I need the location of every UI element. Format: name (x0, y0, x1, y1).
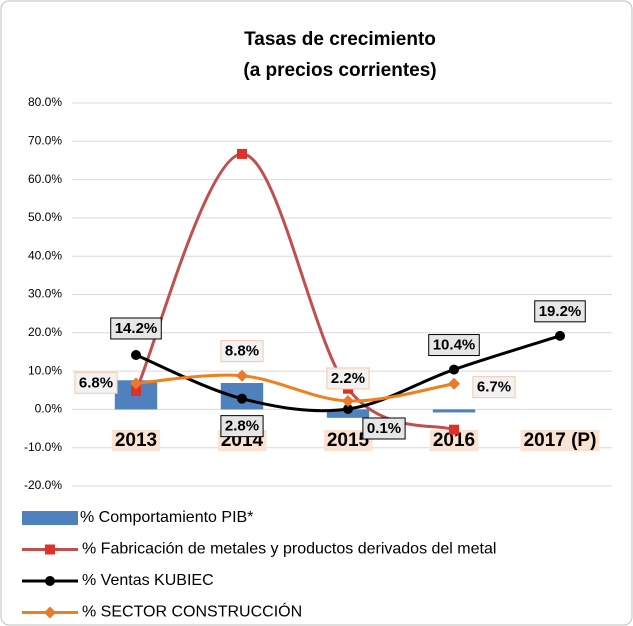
x-tick-label: 2013 (115, 430, 157, 451)
data-label: 10.4% (433, 337, 476, 354)
data-label: 0.1% (367, 420, 401, 437)
marker (44, 606, 56, 619)
legend-label: % Ventas KUBIEC (82, 572, 214, 589)
legend-label: % Comportamiento PIB* (80, 509, 253, 526)
category-label-box (520, 430, 600, 452)
data-label-box (362, 417, 406, 440)
marker (130, 377, 142, 390)
x-tick-label: 2017 (P) (524, 430, 597, 451)
bar (432, 409, 476, 413)
marker (449, 424, 459, 435)
chart-subtitle: (a precios corrientes) (243, 60, 436, 81)
data-label-box (326, 367, 370, 390)
y-tick-label: 60.0% (28, 172, 62, 186)
data-label-box (110, 317, 162, 340)
series-line (135, 373, 455, 403)
y-tick-label: 80.0% (28, 95, 62, 109)
marker (237, 148, 247, 159)
y-tick-label: 40.0% (28, 248, 62, 262)
data-label-box (428, 334, 480, 357)
category-label-box (111, 430, 161, 452)
y-tick-label: 70.0% (28, 133, 62, 147)
marker (555, 330, 565, 341)
legend-swatch (22, 511, 78, 525)
legend-label: % SECTOR CONSTRUCCIÓN (82, 602, 302, 621)
y-tick-label: 0.0% (35, 402, 63, 416)
y-tick-label: 10.0% (28, 363, 62, 377)
category-label-box (429, 430, 479, 452)
marker (131, 386, 141, 397)
data-label: 8.8% (225, 343, 259, 360)
y-tick-label: 30.0% (28, 287, 62, 301)
data-label-box (74, 371, 118, 394)
data-label: 6.7% (477, 379, 511, 396)
data-label: 2.2% (331, 370, 365, 387)
data-label: 14.2% (115, 320, 158, 337)
marker (342, 394, 354, 407)
marker (449, 364, 459, 375)
legend-label: % Fabricación de metales y productos der… (82, 541, 496, 558)
data-label-box (220, 340, 264, 363)
data-label-box (472, 376, 516, 399)
marker (343, 404, 353, 415)
x-tick-label: 2015 (327, 430, 370, 451)
y-tick-label: 50.0% (28, 210, 62, 224)
chart-title: Tasas de crecimiento (244, 29, 436, 50)
marker (448, 377, 460, 390)
y-tick-label: 20.0% (28, 325, 62, 339)
y-tick-label: -20.0% (24, 478, 62, 492)
y-tick-label: -10.0% (24, 440, 62, 454)
data-label-box (534, 300, 586, 323)
marker (45, 544, 55, 555)
marker (237, 393, 247, 404)
marker (45, 576, 55, 586)
marker (236, 369, 248, 382)
marker (131, 350, 141, 361)
data-label-box (220, 415, 264, 438)
data-label: 6.8% (79, 374, 113, 391)
x-tick-label: 2016 (433, 430, 475, 451)
category-label-box (323, 430, 373, 452)
data-label: 19.2% (539, 303, 582, 320)
data-label: 2.8% (225, 418, 259, 435)
